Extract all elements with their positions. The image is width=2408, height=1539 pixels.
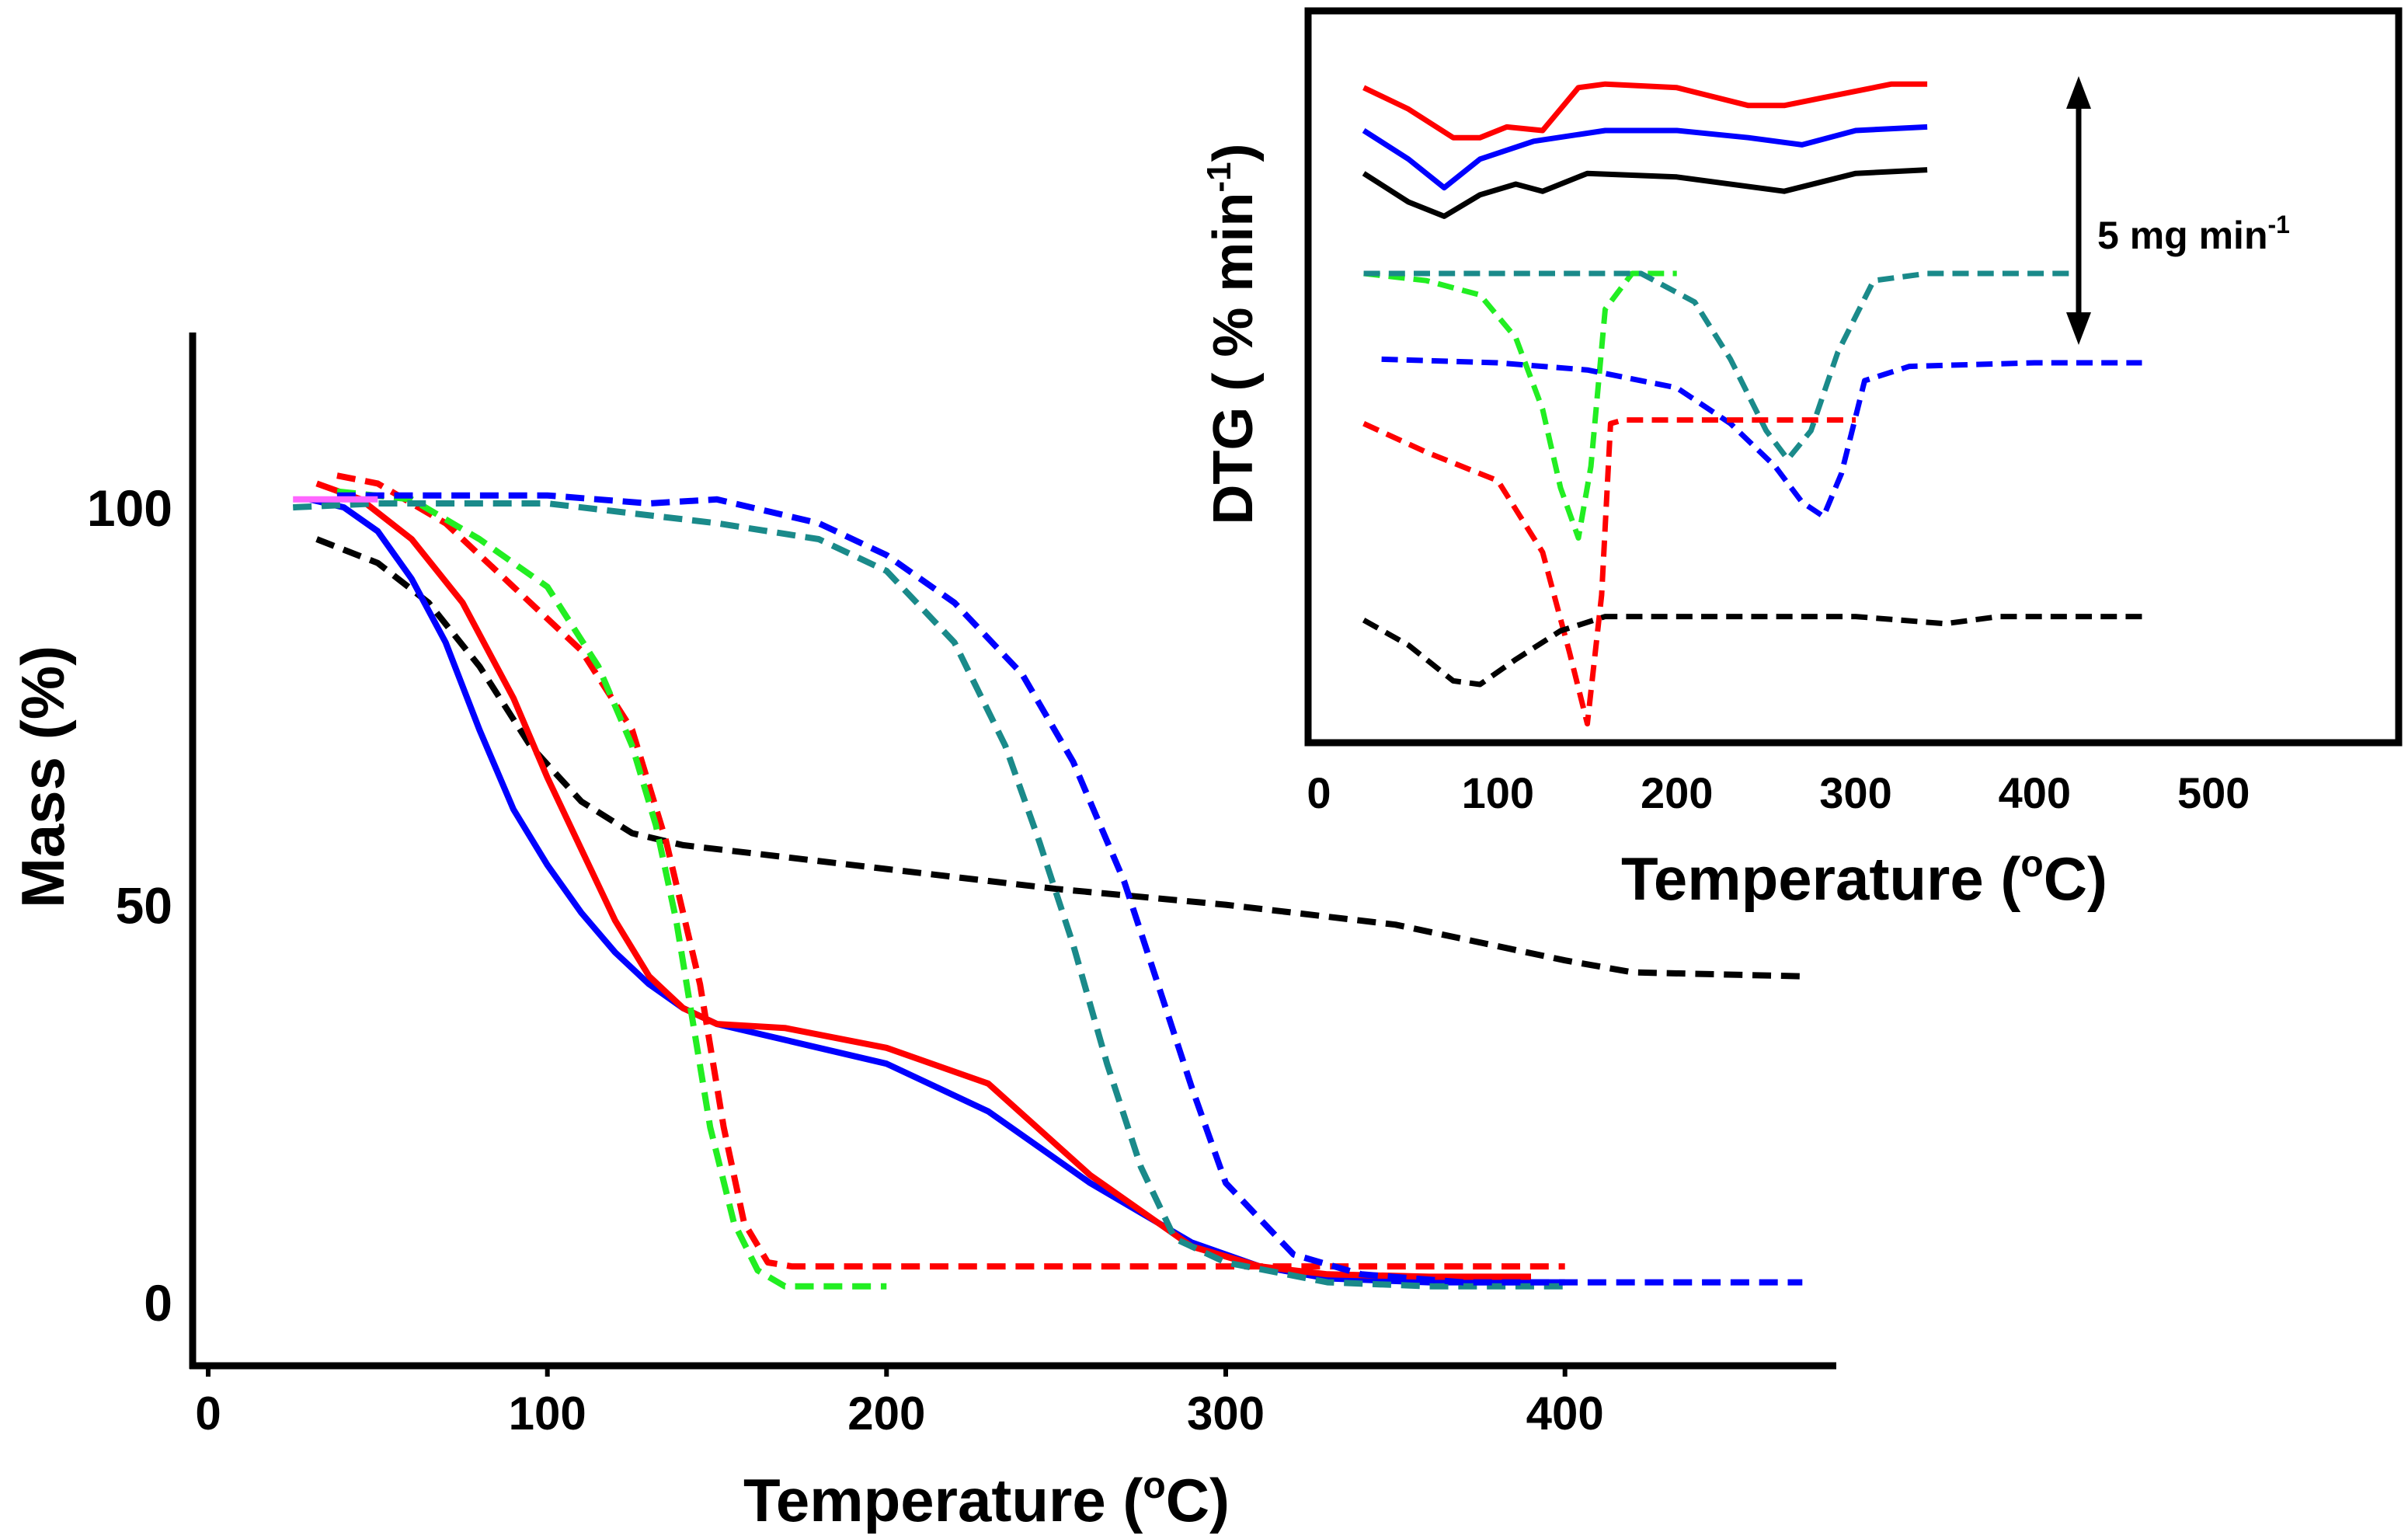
- main-y-tick-0: 0: [144, 1274, 172, 1332]
- main-y-ticks: 0 50 100: [87, 479, 172, 1332]
- main-series-red-dashed: [336, 472, 1565, 1270]
- inset-x-ticks: 0 100 200 300 400 500: [1307, 768, 2250, 817]
- main-x-ticks: 0 100 200 300 400: [195, 1366, 1604, 1440]
- scale-bar-label-sup: -1: [2267, 211, 2289, 239]
- inset-x-tick-200: 200: [1641, 768, 1713, 817]
- inset-panel: 0 100 200 300 400 500 Temperature (oC) DTG ( …: [1200, 7, 2403, 913]
- inset-series-blue-dashed: [1381, 356, 2142, 520]
- inset-y-axis-label-end: ): [1202, 143, 1265, 162]
- inset-y-axis-label: DTG ( % min-1): [1200, 143, 1265, 524]
- main-x-tick-0: 0: [195, 1388, 221, 1440]
- scale-bar-label: 5 mg min-1: [2097, 211, 2290, 257]
- main-panel: 0 50 100 0 100 200 300 400 Temperature (oC) Ma…: [9, 333, 1836, 1534]
- inset-frame: [1304, 7, 2403, 747]
- inset-x-tick-400: 400: [1999, 768, 2071, 817]
- inset-series-red-dashed: [1362, 417, 1856, 727]
- inset-x-tick-100: 100: [1462, 768, 1534, 817]
- inset-series-red-solid: [1362, 81, 1928, 141]
- main-x-tick-100: 100: [509, 1388, 586, 1440]
- inset-x-axis-label-sup: o: [2020, 844, 2043, 885]
- main-series-green-dashed: [336, 488, 887, 1290]
- inset-x-tick-500: 500: [2177, 768, 2250, 817]
- inset-series-green-dashed: [1363, 270, 1677, 541]
- main-y-axis-label: Mass (%): [9, 646, 77, 908]
- inset-y-axis-label-text: DTG ( % min: [1202, 193, 1265, 525]
- main-x-axis-label: Temperature (oC): [743, 1465, 1230, 1534]
- inset-series-group: [1362, 81, 2142, 727]
- main-x-axis-label-sup: o: [1143, 1465, 1165, 1506]
- scale-bar-label-text: 5 mg min: [2097, 214, 2267, 257]
- main-series-teal-dashed: [293, 500, 1565, 1290]
- main-series-blue-dashed: [336, 492, 1803, 1286]
- inset-x-axis-label-end: C): [2044, 844, 2107, 913]
- scale-bar-arrow-down: [2066, 312, 2091, 345]
- main-x-axis-label-end: C): [1166, 1466, 1230, 1534]
- main-y-tick-50: 50: [116, 877, 172, 935]
- inset-series-teal-dashed: [1363, 270, 2071, 462]
- inset-series-blue-solid: [1362, 124, 1928, 191]
- main-x-tick-200: 200: [847, 1388, 925, 1440]
- inset-y-axis-label-sup: -1: [1200, 162, 1238, 192]
- main-series-red-solid: [315, 480, 1531, 1280]
- main-y-tick-100: 100: [87, 479, 172, 537]
- main-series-group: [293, 472, 1803, 1290]
- inset-series-black-solid: [1362, 167, 1928, 219]
- scale-bar-arrow-up: [2066, 76, 2091, 109]
- scale-bar: 5 mg min-1: [2066, 76, 2290, 345]
- main-x-tick-400: 400: [1526, 1388, 1604, 1440]
- inset-x-axis-label-text: Temperature (: [1621, 844, 2020, 913]
- main-x-tick-300: 300: [1187, 1388, 1265, 1440]
- inset-x-tick-300: 300: [1819, 768, 1891, 817]
- main-x-axis-label-text: Temperature (: [743, 1466, 1143, 1534]
- inset-x-axis-label: Temperature (oC): [1621, 844, 2107, 913]
- inset-x-tick-0: 0: [1307, 768, 1331, 817]
- main-series-black-dashed: [315, 536, 1803, 980]
- inset-series-black-dashed: [1362, 614, 2142, 688]
